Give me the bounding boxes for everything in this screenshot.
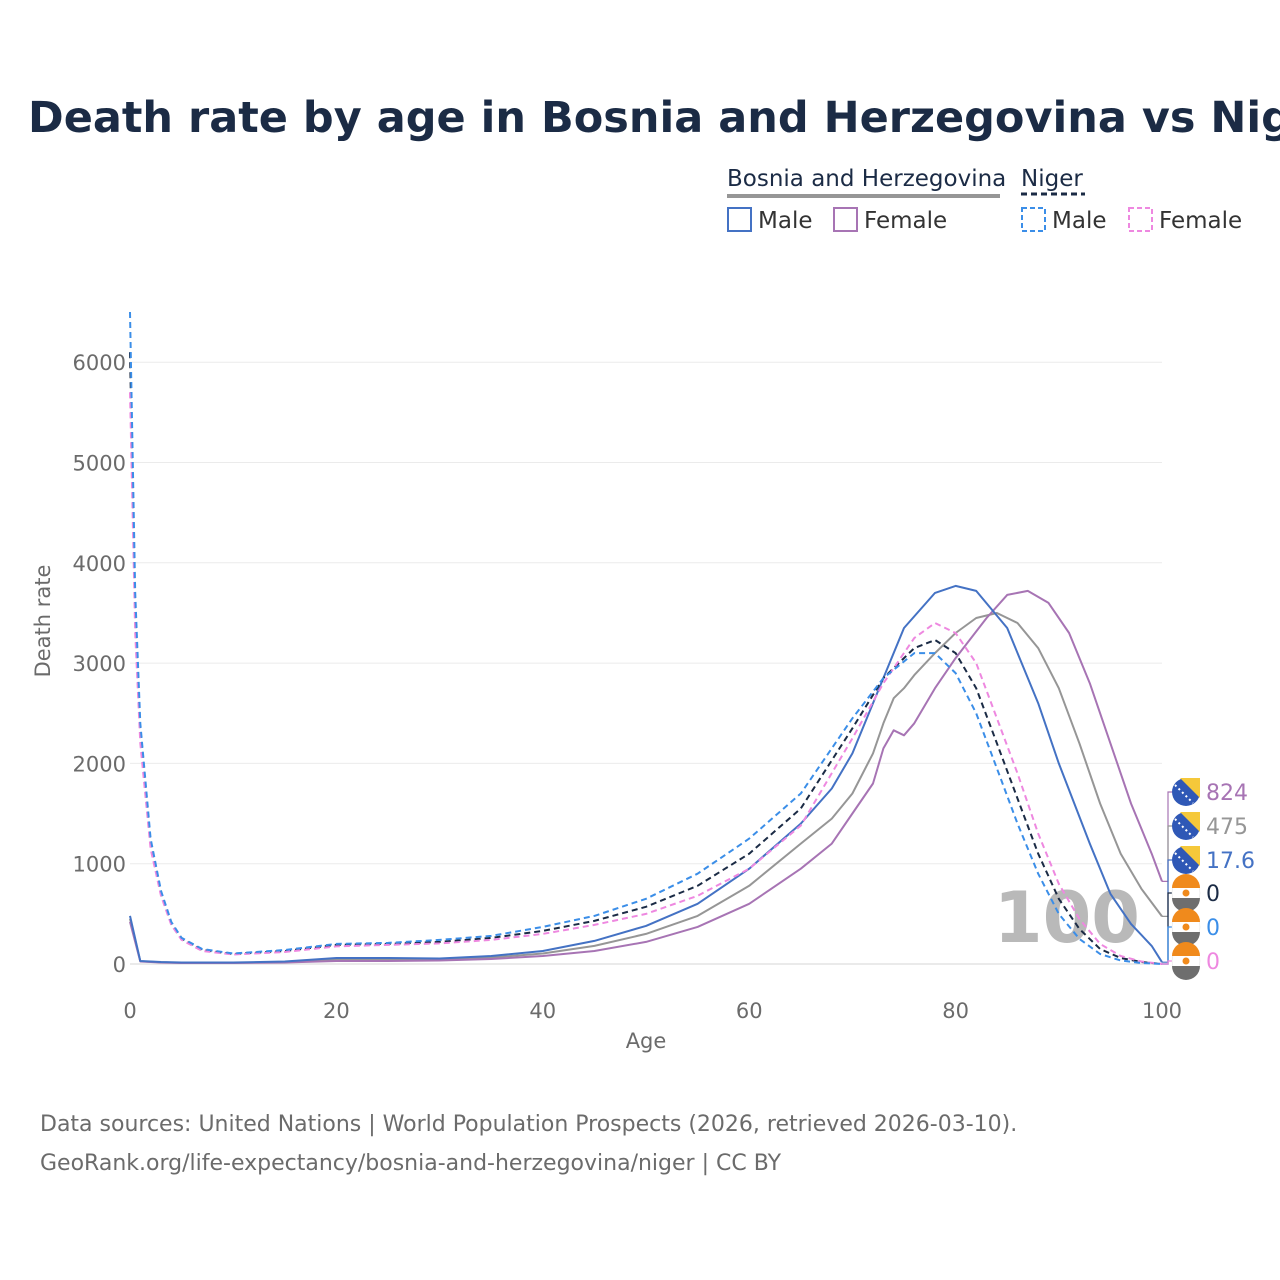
series-line-bih-female[interactable] (129, 589, 1163, 964)
series-line-niger-total[interactable] (129, 352, 1163, 965)
y-tick-0: 0 (113, 953, 126, 977)
bih-flag-icon (1172, 778, 1200, 806)
end-connector-niger-male (1162, 926, 1172, 965)
niger-flag-icon (1171, 874, 1201, 912)
x-tick-100: 100 (1142, 999, 1182, 1023)
y-tick-3000: 3000 (73, 652, 126, 676)
legend-niger-male-swatch[interactable] (1021, 207, 1046, 232)
series-line-niger-male[interactable] (129, 311, 1163, 965)
y-tick-6000: 6000 (73, 351, 126, 375)
hover-age-label: 100 (994, 877, 1140, 959)
series-lines (129, 311, 1163, 965)
series-line-bih-male[interactable] (129, 584, 1163, 964)
legend-niger-male-label[interactable]: Male (1052, 208, 1106, 234)
end-value-niger-female: 0 (1206, 950, 1220, 975)
y-tick-5000: 5000 (73, 452, 126, 476)
y-tick-2000: 2000 (73, 752, 126, 776)
legend-bih-female-label[interactable]: Female (864, 208, 947, 234)
y-tick-4000: 4000 (73, 552, 126, 576)
legend-niger-female-label[interactable]: Female (1159, 208, 1242, 234)
chart-title: Death rate by age in Bosnia and Herzegov… (28, 93, 1280, 143)
legend-niger-female-swatch[interactable] (1128, 207, 1153, 232)
x-tick-60: 60 (736, 999, 763, 1023)
end-value-bih-male: 17.6 (1206, 849, 1255, 874)
end-connector-niger-female (1162, 960, 1172, 965)
niger-flag-icon (1171, 908, 1201, 946)
legend-group-niger: Niger (1021, 166, 1083, 192)
legend: Bosnia and Herzegovina Niger Male Female… (727, 166, 1242, 234)
end-value-niger-male: 0 (1206, 916, 1220, 941)
y-tick-1000: 1000 (73, 853, 126, 877)
end-connector-bih-male (1162, 859, 1172, 963)
source-line-2[interactable]: GeoRank.org/life-expectancy/bosnia-and-h… (40, 1151, 782, 1176)
series-line-bih-total[interactable] (129, 612, 1163, 964)
end-labels: 824 475 17.6 0 0 0 (1162, 778, 1255, 980)
grid (130, 361, 1162, 865)
y-axis-label: Death rate (31, 565, 55, 678)
x-axis-ticks: 0 20 40 60 80 100 (123, 999, 1182, 1023)
x-tick-80: 80 (942, 999, 969, 1023)
end-connector-bih-female (1162, 791, 1172, 883)
end-value-bih-female: 824 (1206, 781, 1248, 806)
end-value-bih-total: 475 (1206, 815, 1248, 840)
legend-bih-male-swatch[interactable] (727, 207, 752, 232)
niger-flag-icon (1171, 942, 1201, 980)
end-connector-niger-total (1162, 892, 1172, 965)
bih-flag-icon (1172, 812, 1200, 840)
end-connector-bih-total (1162, 825, 1172, 918)
x-axis-label: Age (626, 1029, 667, 1053)
x-tick-40: 40 (529, 999, 556, 1023)
legend-group-bih: Bosnia and Herzegovina (727, 166, 1006, 192)
y-axis-ticks: 0 1000 2000 3000 4000 5000 6000 (73, 351, 126, 977)
x-tick-0: 0 (123, 999, 136, 1023)
end-value-niger-total: 0 (1206, 882, 1220, 907)
bih-flag-icon (1172, 846, 1200, 874)
x-tick-20: 20 (323, 999, 350, 1023)
source-line-1: Data sources: United Nations | World Pop… (40, 1112, 1017, 1137)
legend-bih-male-label[interactable]: Male (758, 208, 812, 234)
legend-bih-female-swatch[interactable] (833, 207, 858, 232)
